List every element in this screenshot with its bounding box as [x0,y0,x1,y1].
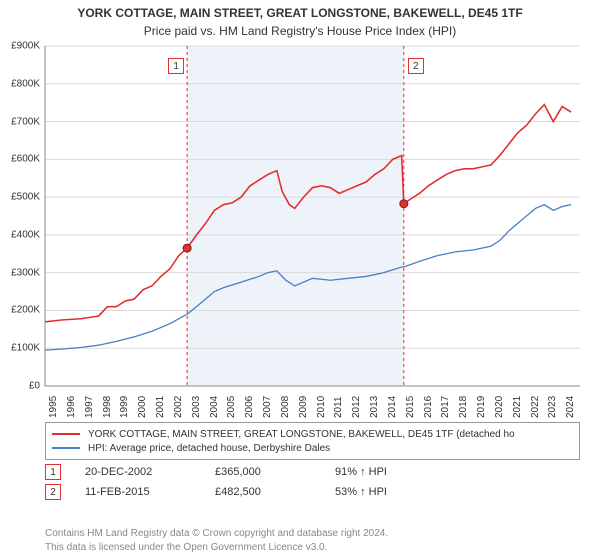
legend-row: YORK COTTAGE, MAIN STREET, GREAT LONGSTO… [52,427,573,441]
x-axis-label: 2008 [280,396,291,418]
x-axis-label: 2005 [226,396,237,418]
legend-label: YORK COTTAGE, MAIN STREET, GREAT LONGSTO… [88,429,515,440]
y-axis-label: £500K [0,192,40,203]
legend-box: YORK COTTAGE, MAIN STREET, GREAT LONGSTO… [45,422,580,460]
chart-container: YORK COTTAGE, MAIN STREET, GREAT LONGSTO… [0,0,600,560]
x-axis-label: 2012 [351,396,362,418]
x-axis-label: 2001 [155,396,166,418]
x-axis-label: 2000 [137,396,148,418]
x-axis-label: 1996 [66,396,77,418]
x-axis-label: 2003 [191,396,202,418]
sale-dot [183,244,191,252]
sale-marker-date: 11-FEB-2015 [85,486,215,498]
sale-marker-pct: 53% ↑ HPI [335,486,465,498]
x-axis-label: 2009 [298,396,309,418]
y-axis-label: £400K [0,229,40,240]
y-axis-label: £100K [0,343,40,354]
x-axis-label: 1995 [48,396,59,418]
legend-label: HPI: Average price, detached house, Derb… [88,443,330,454]
y-axis-label: £0 [0,381,40,392]
x-axis-label: 2023 [547,396,558,418]
y-axis-label: £600K [0,154,40,165]
y-axis-label: £900K [0,41,40,52]
plot-area: £0£100K£200K£300K£400K£500K£600K£700K£80… [45,46,580,386]
x-axis-label: 2013 [369,396,380,418]
legend-swatch [52,433,80,435]
x-axis-label: 2017 [440,396,451,418]
sale-marker-date: 20-DEC-2002 [85,466,215,478]
x-axis-label: 2019 [476,396,487,418]
page-title: YORK COTTAGE, MAIN STREET, GREAT LONGSTO… [0,0,600,22]
y-axis-label: £200K [0,305,40,316]
x-axis-label: 1999 [119,396,130,418]
sale-marker-row: 1 20-DEC-2002£365,00091% ↑ HPI [45,462,580,482]
page-subtitle: Price paid vs. HM Land Registry's House … [0,22,600,38]
legend-row: HPI: Average price, detached house, Derb… [52,441,573,455]
footer-line1: Contains HM Land Registry data © Crown c… [45,527,388,541]
x-axis-label: 2004 [209,396,220,418]
x-axis-label: 1998 [102,396,113,418]
sale-marker-price: £482,500 [215,486,335,498]
x-axis-label: 2007 [262,396,273,418]
x-axis-label: 2018 [458,396,469,418]
x-axis-label: 2010 [316,396,327,418]
chart-marker-badge-2: 2 [408,58,424,74]
x-axis-label: 2022 [530,396,541,418]
chart-marker-badge-1: 1 [168,58,184,74]
shaded-band [187,46,404,386]
x-axis-label: 1997 [84,396,95,418]
sale-dot [400,200,408,208]
sale-marker-badge: 2 [45,484,61,500]
x-axis-label: 2006 [244,396,255,418]
x-axis-label: 2020 [494,396,505,418]
sale-marker-price: £365,000 [215,466,335,478]
x-axis-label: 2016 [423,396,434,418]
y-axis-label: £300K [0,267,40,278]
legend-swatch [52,447,80,449]
chart-svg [45,46,580,386]
y-axis-label: £700K [0,116,40,127]
sale-markers-table: 1 20-DEC-2002£365,00091% ↑ HPI 2 11-FEB-201… [45,462,580,502]
x-axis-label: 2002 [173,396,184,418]
x-axis-label: 2024 [565,396,576,418]
footer-line2: This data is licensed under the Open Gov… [45,541,388,555]
x-axis-label: 2011 [333,396,344,418]
sale-marker-badge: 1 [45,464,61,480]
y-axis-label: £800K [0,78,40,89]
footer-attribution: Contains HM Land Registry data © Crown c… [45,527,388,554]
x-axis-label: 2021 [512,396,523,418]
x-axis-label: 2014 [387,396,398,418]
x-axis-label: 2015 [405,396,416,418]
sale-marker-row: 2 11-FEB-2015£482,50053% ↑ HPI [45,482,580,502]
sale-marker-pct: 91% ↑ HPI [335,466,465,478]
